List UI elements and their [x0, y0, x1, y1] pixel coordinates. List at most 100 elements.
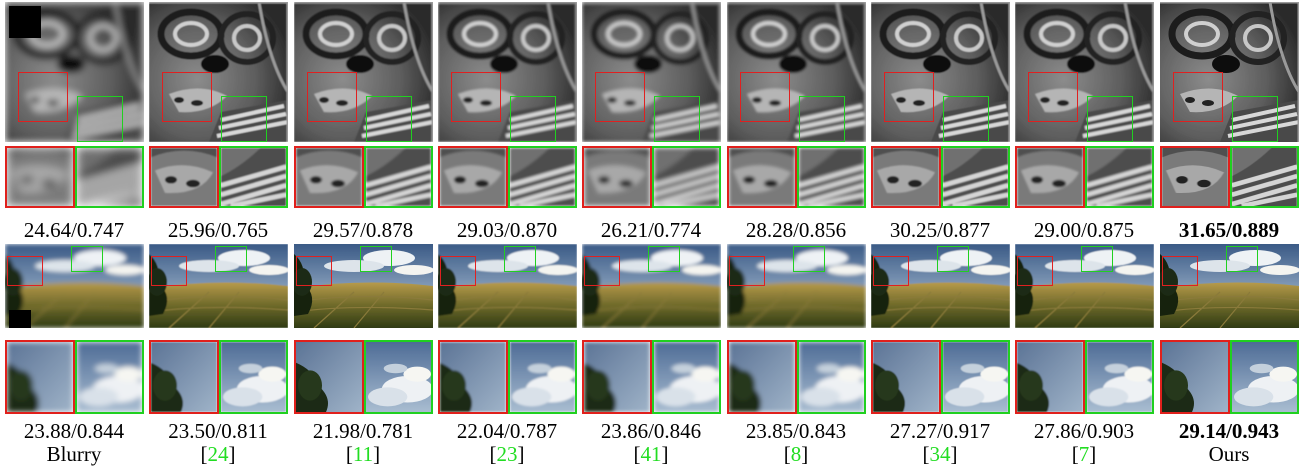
citation: 34	[929, 442, 951, 466]
landscape-image	[1160, 244, 1299, 328]
crop-red	[871, 146, 941, 208]
citation: 7	[1078, 442, 1090, 466]
face-image	[871, 2, 1010, 142]
crop-green	[797, 340, 866, 414]
landscape-image	[1015, 244, 1154, 328]
method-label: Blurry	[46, 442, 102, 466]
score-text: 24.64/0.747	[23, 218, 125, 242]
crop-red	[294, 340, 364, 414]
bracket-open: [	[633, 442, 641, 466]
citation: 11	[352, 442, 374, 466]
citation: 24	[207, 442, 229, 466]
bracket-open: [	[345, 442, 353, 466]
method-label: [24]	[147, 443, 289, 465]
score-text: 22.04/0.787	[456, 419, 558, 443]
bracket-close: ]	[801, 442, 809, 466]
face-image	[727, 2, 866, 142]
bracket-open: [	[922, 442, 930, 466]
method-label: [34]	[869, 443, 1011, 465]
landscape-image	[294, 244, 433, 328]
score-text: 27.27/0.917	[889, 419, 991, 443]
score-text: 29.03/0.870	[456, 218, 558, 242]
method-label: [8]	[725, 443, 867, 465]
crop-green	[941, 340, 1010, 414]
score-text: 29.00/0.875	[1033, 218, 1135, 242]
score-text: 31.65/0.889	[1178, 218, 1280, 242]
crop-red	[1160, 340, 1230, 414]
citation: 23	[496, 442, 518, 466]
method-label: [23]	[436, 443, 578, 465]
face-image	[5, 2, 144, 142]
crop-red	[438, 340, 508, 414]
landscape-image	[5, 244, 144, 328]
crop-green	[364, 340, 433, 414]
bracket-close: ]	[228, 442, 236, 466]
blur-kernel	[9, 6, 41, 38]
method-label: [11]	[292, 443, 434, 465]
score-text: 29.57/0.878	[312, 218, 414, 242]
method-label: [7]	[1013, 443, 1155, 465]
score-text: 23.50/0.811	[168, 419, 268, 443]
crop-green	[75, 340, 144, 414]
method-label: [41]	[580, 443, 722, 465]
score-text: 23.85/0.843	[745, 419, 847, 443]
crop-green	[508, 146, 577, 208]
crop-red	[582, 146, 652, 208]
crop-red	[149, 146, 219, 208]
crop-red	[438, 146, 508, 208]
face-image	[294, 2, 433, 142]
crop-green	[364, 146, 433, 208]
bracket-close: ]	[517, 442, 525, 466]
crop-green	[652, 146, 721, 208]
crop-green	[1085, 146, 1154, 208]
score-text: 30.25/0.877	[889, 218, 991, 242]
score-text: 28.28/0.856	[745, 218, 847, 242]
crop-red	[1015, 146, 1085, 208]
crop-red	[294, 146, 364, 208]
score-text: 25.96/0.765	[167, 218, 269, 242]
citation: 41	[640, 442, 662, 466]
crop-red	[582, 340, 652, 414]
bracket-open: [	[783, 442, 791, 466]
score-text: 27.86/0.903	[1033, 419, 1135, 443]
crop-red	[149, 340, 219, 414]
landscape-image	[582, 244, 721, 328]
face-image	[1160, 2, 1299, 142]
crop-red	[871, 340, 941, 414]
bracket-close: ]	[661, 442, 669, 466]
crop-red	[1160, 146, 1230, 208]
crop-red	[727, 340, 797, 414]
face-image	[149, 2, 288, 142]
method-label: Ours	[1208, 442, 1250, 466]
crop-green	[652, 340, 721, 414]
crop-green	[1230, 340, 1299, 414]
crop-green	[797, 146, 866, 208]
crop-green	[1085, 340, 1154, 414]
crop-green	[219, 146, 288, 208]
score-text: 26.21/0.774	[600, 218, 702, 242]
crop-red	[1015, 340, 1085, 414]
score-text: 23.88/0.844	[23, 419, 125, 443]
bracket-close: ]	[950, 442, 958, 466]
crop-green	[1230, 146, 1299, 208]
crop-green	[941, 146, 1010, 208]
landscape-image	[438, 244, 577, 328]
crop-red	[727, 146, 797, 208]
crop-green	[219, 340, 288, 414]
crop-red	[5, 340, 75, 414]
bracket-open: [	[489, 442, 497, 466]
landscape-image	[149, 244, 288, 328]
face-image	[438, 2, 577, 142]
bracket-close: ]	[1089, 442, 1097, 466]
face-image	[582, 2, 721, 142]
landscape-image	[871, 244, 1010, 328]
crop-red	[5, 146, 75, 208]
citation: 8	[790, 442, 802, 466]
blur-kernel	[9, 310, 31, 328]
face-image	[1015, 2, 1154, 142]
bracket-open: [	[1071, 442, 1079, 466]
score-text: 21.98/0.781	[312, 419, 414, 443]
crop-green	[75, 146, 144, 208]
bracket-close: ]	[373, 442, 381, 466]
